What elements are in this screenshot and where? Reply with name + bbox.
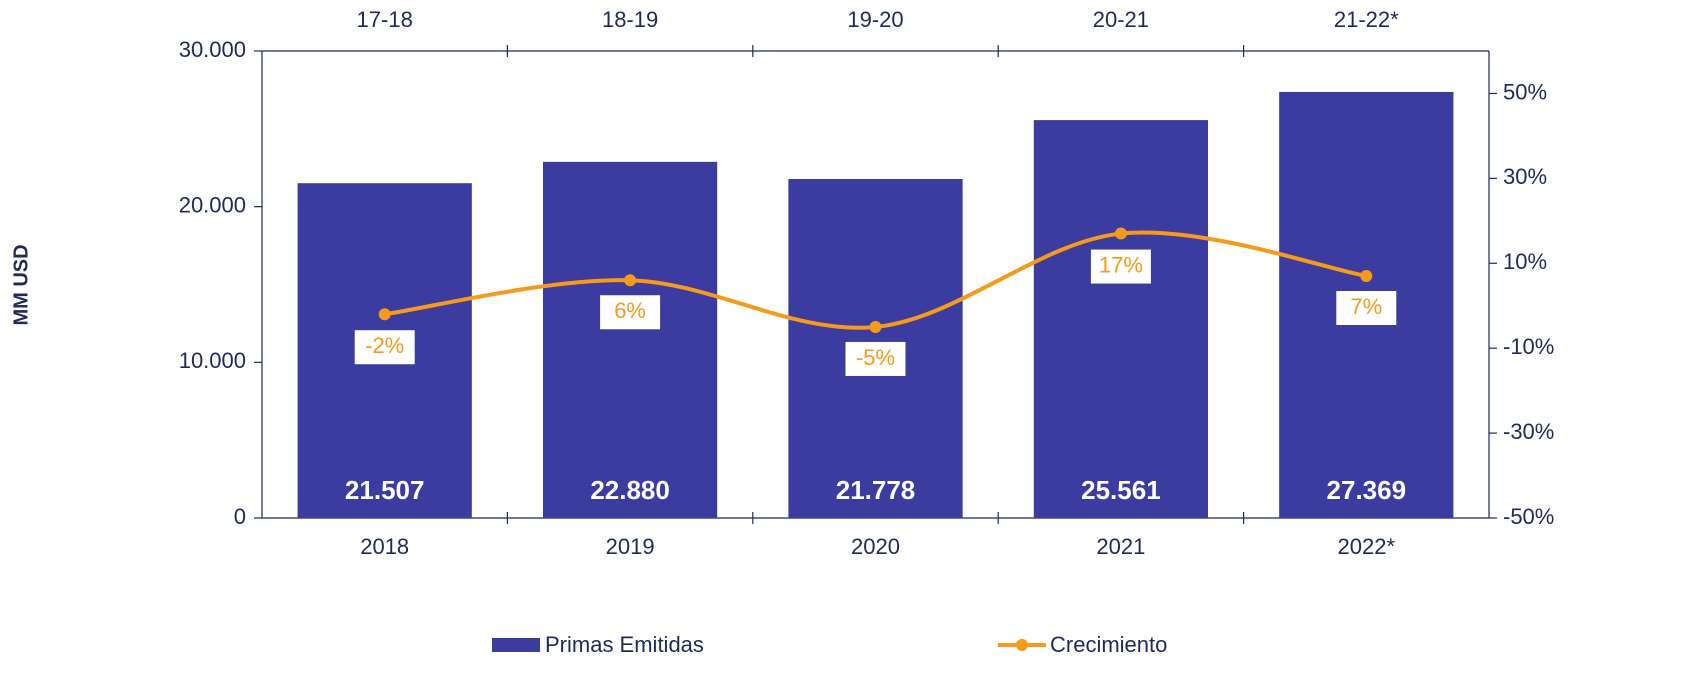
bar-value-label: 21.507 xyxy=(345,475,425,505)
legend-swatch xyxy=(492,638,540,652)
y2-tick-label: 10% xyxy=(1503,249,1547,274)
bar-value-label: 25.561 xyxy=(1081,475,1161,505)
bar xyxy=(1033,120,1209,518)
bar-value-label: 21.778 xyxy=(836,475,916,505)
growth-point xyxy=(1114,227,1127,240)
y2-tick-label: 50% xyxy=(1503,79,1547,104)
x2-tick-label: 21-22* xyxy=(1334,7,1399,32)
label-box xyxy=(1336,291,1397,326)
x-tick-label: 2020 xyxy=(851,534,900,559)
label-box xyxy=(354,330,415,365)
line-value-label: -5% xyxy=(856,345,895,370)
line-value-label: 7% xyxy=(1350,294,1382,319)
label-box xyxy=(1090,249,1151,284)
bar xyxy=(542,161,718,519)
growth-point xyxy=(1360,270,1373,283)
y-tick-label: 0 xyxy=(234,504,246,529)
x2-tick-label: 17-18 xyxy=(357,7,413,32)
label-box xyxy=(845,341,906,376)
legend-label: Primas Emitidas xyxy=(545,632,704,657)
y2-tick-label: 30% xyxy=(1503,164,1547,189)
line-value-label: 6% xyxy=(614,298,646,323)
y-tick-label: 10.000 xyxy=(179,348,246,373)
y2-tick-label: -30% xyxy=(1503,419,1554,444)
y2-tick-label: -50% xyxy=(1503,504,1554,529)
x2-tick-label: 20-21 xyxy=(1093,7,1149,32)
bar-value-label: 27.369 xyxy=(1327,475,1407,505)
legend-label: Crecimiento xyxy=(1050,632,1167,657)
y-tick-label: 30.000 xyxy=(179,37,246,62)
growth-point xyxy=(869,320,882,333)
line-value-label: 17% xyxy=(1099,252,1143,277)
y-tick-label: 20.000 xyxy=(179,192,246,217)
growth-point xyxy=(624,274,637,287)
line-value-label: -2% xyxy=(365,333,404,358)
x-tick-label: 2018 xyxy=(360,534,409,559)
label-box xyxy=(600,295,661,330)
y2-tick-label: -10% xyxy=(1503,334,1554,359)
x2-tick-label: 19-20 xyxy=(847,7,903,32)
y-axis-label: MM USD xyxy=(10,244,32,325)
x-tick-label: 2019 xyxy=(606,534,655,559)
x-tick-label: 2021 xyxy=(1096,534,1145,559)
legend-swatch xyxy=(1016,639,1028,651)
growth-point xyxy=(378,308,391,321)
x2-tick-label: 18-19 xyxy=(602,7,658,32)
x-tick-label: 2022* xyxy=(1338,534,1396,559)
bar-value-label: 22.880 xyxy=(590,475,670,505)
